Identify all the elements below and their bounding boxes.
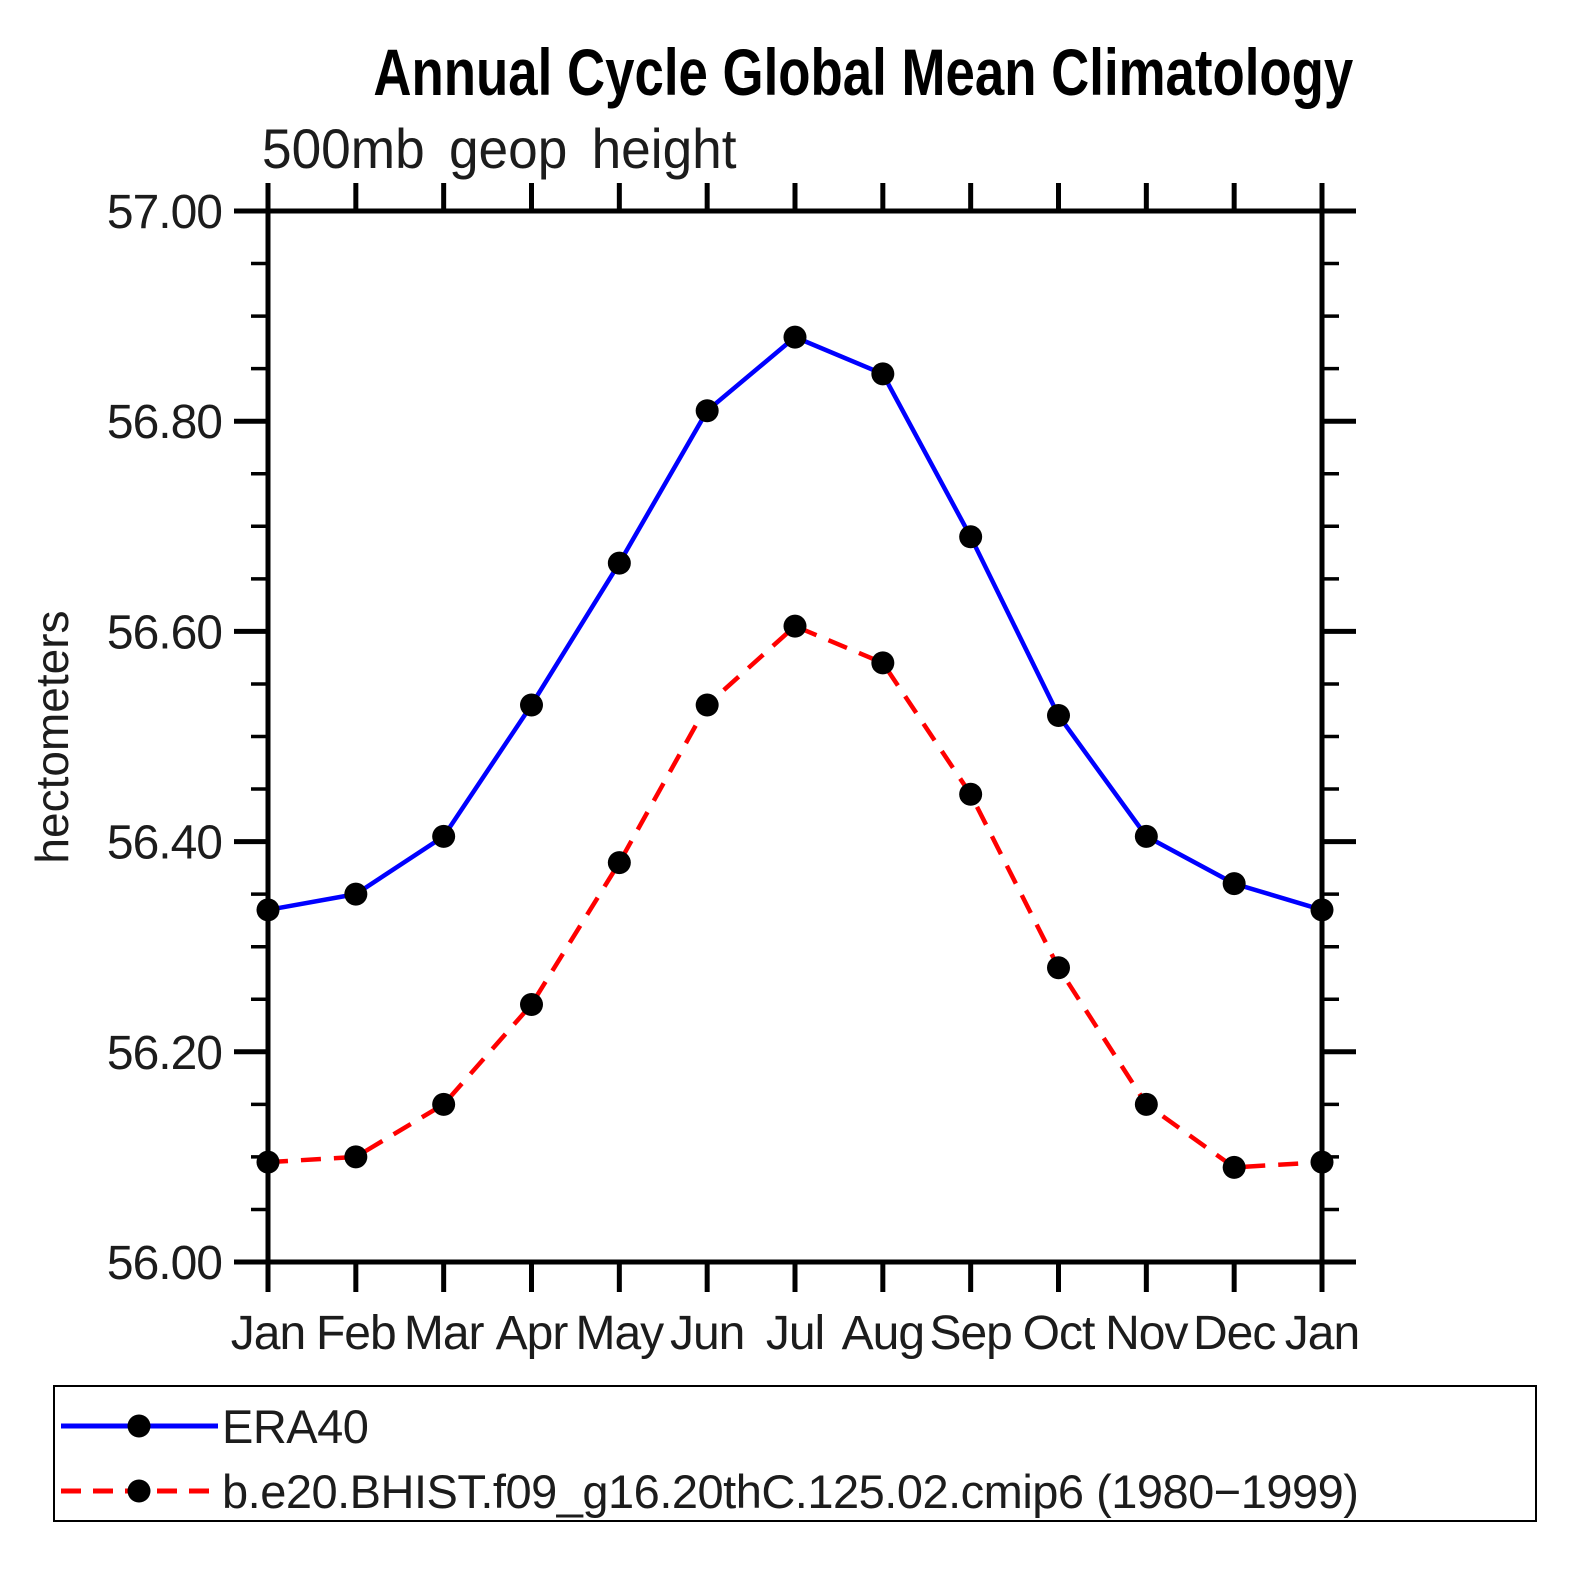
data-point-1-jun (695, 693, 719, 717)
legend-dashed-line-sample (61, 1479, 218, 1503)
legend-label-era40: ERA40 (222, 1399, 369, 1453)
x-tick-label: Sep (929, 1307, 1011, 1360)
data-point-1-mar (432, 1092, 456, 1116)
x-tick-label: Aug (842, 1307, 924, 1360)
data-point-0-mar (432, 824, 456, 848)
data-point-1-may (607, 851, 631, 875)
data-point-0-jan (256, 898, 280, 922)
y-tick-label: 57.00 (107, 186, 222, 239)
legend-solid-line-sample (61, 1414, 218, 1438)
x-tick-label: Nov (1105, 1307, 1188, 1360)
y-tick-label: 56.80 (107, 396, 222, 449)
x-tick-label: Jul (766, 1307, 824, 1360)
data-point-0-feb (344, 882, 368, 906)
data-point-0-dec (1222, 872, 1246, 896)
x-tick-label: Apr (496, 1307, 569, 1360)
chart-title: Annual Cycle Global Mean Climatology (373, 35, 1354, 109)
data-point-1-jan (1310, 1150, 1334, 1174)
data-point-1-dec (1222, 1155, 1246, 1179)
y-tick-label: 56.40 (107, 817, 222, 870)
x-tick-label: Dec (1193, 1307, 1275, 1360)
legend-marker-dot-icon (127, 1414, 151, 1438)
legend-marker-dot-icon (127, 1479, 151, 1503)
data-point-0-oct (1047, 703, 1070, 727)
data-point-0-sep (959, 525, 983, 549)
data-point-0-jun (695, 399, 719, 423)
data-point-1-sep (959, 782, 983, 806)
legend-entry-era40: ERA40 (61, 1400, 369, 1453)
data-point-1-jul (783, 614, 807, 638)
y-tick-label: 56.00 (107, 1237, 222, 1290)
legend-entry-model: b.e20.BHIST.f09_g16.20thC.125.02.cmip6 (… (61, 1465, 1359, 1518)
y-tick-label: 56.60 (107, 606, 222, 659)
y-axis-label: hectometers (26, 610, 78, 864)
data-point-0-apr (520, 693, 543, 717)
plot-frame (265, 208, 1325, 1265)
data-point-1-nov (1134, 1092, 1158, 1116)
data-point-0-may (607, 551, 631, 575)
y-tick-label: 56.20 (107, 1027, 222, 1080)
x-tick-label: Jan (1285, 1307, 1359, 1360)
series-line-1 (267, 623, 1323, 1170)
data-point-1-apr (520, 993, 543, 1017)
data-point-0-nov (1134, 824, 1158, 848)
chart-subtitle: 500mb geop height (262, 117, 737, 180)
x-tick-label: Feb (316, 1307, 396, 1360)
data-point-1-aug (871, 651, 895, 675)
data-point-0-jul (783, 325, 807, 349)
x-tick-label: Jun (670, 1307, 744, 1360)
data-point-0-jan (1310, 898, 1334, 922)
data-point-0-aug (871, 362, 895, 386)
data-point-1-feb (344, 1145, 368, 1169)
x-tick-label: Jan (231, 1307, 305, 1360)
x-tick-label: Mar (404, 1307, 485, 1360)
data-point-1-oct (1047, 956, 1070, 980)
x-tick-label: Oct (1023, 1307, 1095, 1360)
x-tick-label: May (575, 1307, 664, 1360)
legend-box: ERA40 b.e20.BHIST.f09_g16.20thC.125.02.c… (53, 1385, 1537, 1522)
legend-label-model: b.e20.BHIST.f09_g16.20thC.125.02.cmip6 (… (222, 1464, 1359, 1518)
data-point-1-jan (256, 1150, 280, 1174)
